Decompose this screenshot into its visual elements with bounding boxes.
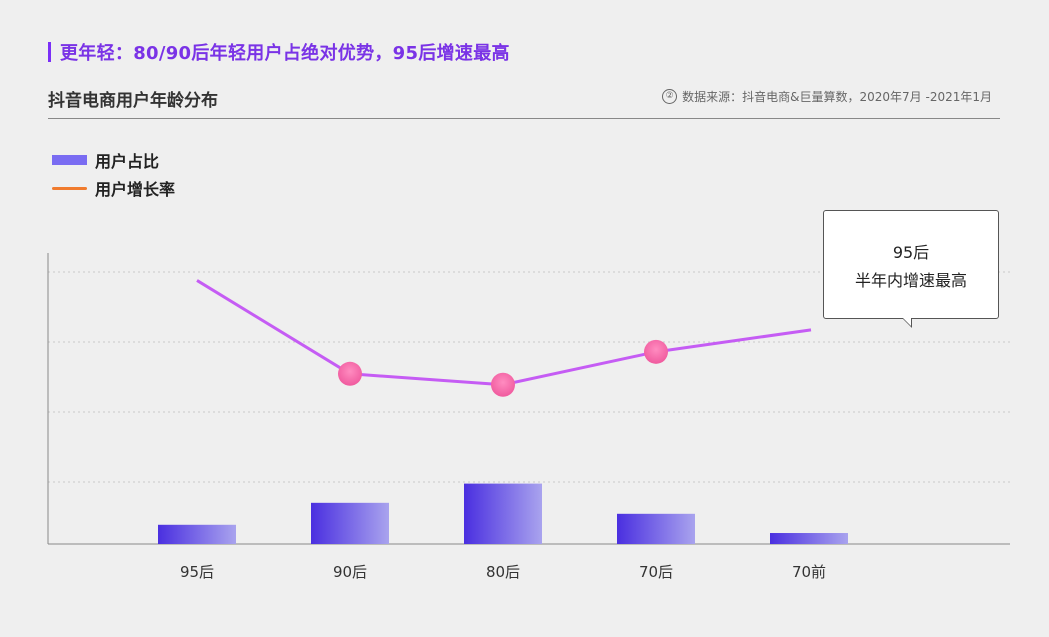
legend-item-bar: 用户占比: [52, 146, 175, 174]
bar-80后: [464, 483, 542, 544]
bar-70前: [770, 533, 848, 544]
headline-text: 更年轻：80/90后年轻用户占绝对优势，95后增速最高: [60, 43, 510, 64]
growth-marker-70后: [644, 339, 668, 364]
growth-line: [196, 279, 812, 387]
growth-marker-80后: [491, 372, 515, 397]
headline-accent-bar: [48, 42, 51, 62]
legend-bar-swatch: [52, 155, 87, 165]
x-tick-label: 95后: [180, 563, 214, 581]
legend-line-label: 用户增长率: [95, 180, 176, 199]
divider: [48, 118, 1000, 119]
x-tick-label: 90后: [333, 563, 367, 581]
headline: 更年轻：80/90后年轻用户占绝对优势，95后增速最高: [48, 40, 510, 64]
growth-marker-90后: [338, 361, 362, 386]
legend: 用户占比 用户增长率: [52, 146, 175, 202]
bar-70后: [617, 513, 695, 544]
legend-line-swatch: [52, 186, 87, 190]
x-tick-label: 70后: [639, 563, 673, 581]
x-tick-label: 80后: [486, 563, 520, 581]
info-icon: ②: [662, 89, 678, 104]
legend-item-line: 用户增长率: [52, 174, 175, 202]
legend-bar-label: 用户占比: [95, 152, 160, 171]
bar-95后: [158, 524, 236, 544]
source-note: ② 数据来源：抖音电商&巨量算数，2020年7月 -2021年1月: [662, 88, 992, 105]
source-text: 数据来源：抖音电商&巨量算数，2020年7月 -2021年1月: [682, 90, 992, 104]
callout-line1: 95后: [892, 243, 930, 262]
x-tick-label: 70前: [792, 563, 826, 581]
chart-subtitle: 抖音电商用户年龄分布: [48, 91, 218, 111]
callout-line2: 半年内增速最高: [854, 271, 967, 290]
bar-90后: [311, 502, 389, 544]
callout-box: 95后 半年内增速最高: [823, 210, 999, 328]
